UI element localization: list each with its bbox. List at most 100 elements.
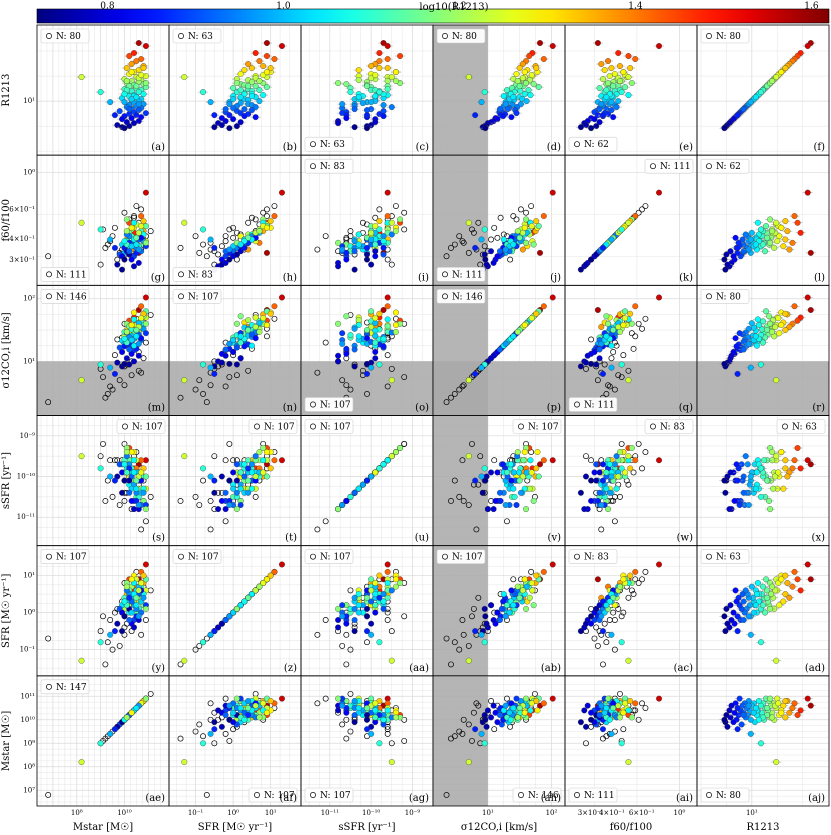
data-point (762, 248, 769, 255)
panel-tag: (ab) (541, 663, 561, 674)
data-point (233, 605, 240, 612)
data-point (502, 502, 509, 508)
data-point (478, 99, 485, 106)
data-point (757, 493, 764, 500)
data-point (628, 80, 635, 87)
legend-count: N: 107 (56, 553, 87, 563)
open-marker (469, 374, 475, 380)
data-point (605, 58, 612, 65)
data-point (494, 469, 501, 476)
panel-tag: (t) (285, 533, 297, 544)
open-marker (448, 497, 454, 504)
data-point (472, 112, 479, 119)
panel-frame (564, 545, 698, 677)
data-point (620, 576, 627, 583)
data-point (263, 69, 270, 76)
data-point (237, 87, 244, 94)
open-marker (359, 219, 366, 226)
data-point (368, 99, 375, 106)
data-point (380, 461, 387, 468)
legend-marker (706, 553, 712, 560)
data-point (804, 561, 811, 568)
data-point (526, 594, 533, 601)
data-point (782, 572, 789, 579)
data-point (526, 485, 533, 492)
open-marker (460, 239, 467, 246)
data-point (732, 587, 739, 594)
data-point (368, 631, 375, 638)
data-point (335, 239, 342, 246)
open-marker (639, 325, 645, 332)
data-point (628, 320, 635, 327)
data-point (502, 613, 509, 620)
data-point (119, 116, 126, 123)
data-point (133, 485, 140, 492)
data-point (278, 695, 285, 702)
data-point (237, 313, 244, 320)
open-marker (226, 737, 233, 744)
open-marker (245, 219, 252, 226)
panel-frame (300, 154, 434, 286)
data-point (782, 218, 789, 225)
data-point (200, 226, 207, 233)
open-marker (610, 349, 617, 355)
data-point (133, 241, 140, 248)
data-point (797, 465, 804, 472)
data-point (540, 56, 547, 63)
data-point (732, 234, 739, 241)
data-point (339, 613, 346, 620)
data-point (364, 335, 370, 342)
data-point (271, 56, 278, 63)
data-point (138, 303, 145, 310)
data-point (776, 233, 783, 240)
open-marker (339, 721, 346, 728)
open-marker (111, 457, 118, 464)
open-marker (222, 518, 229, 525)
open-marker (138, 369, 145, 376)
data-point (131, 457, 137, 464)
panel-m: N: 146 (m) (36, 284, 170, 416)
data-point (514, 328, 521, 335)
data-point (599, 598, 606, 605)
legend-box (40, 28, 90, 44)
open-marker (222, 383, 229, 390)
open-marker (384, 617, 391, 623)
panel-ac: N: 83 (ac) (564, 545, 698, 677)
data-point (500, 598, 507, 605)
data-point (740, 489, 747, 496)
data-point (627, 310, 634, 317)
data-point (767, 320, 774, 327)
data-point (351, 124, 358, 131)
data-point (608, 107, 615, 114)
data-point (335, 80, 342, 87)
open-marker (177, 497, 184, 504)
data-point (734, 613, 741, 620)
data-point (768, 591, 775, 598)
data-point (752, 485, 759, 492)
panel-tag: (l) (814, 272, 825, 283)
panel-o: N: 107 (o) (300, 284, 434, 416)
data-point (241, 244, 248, 251)
data-point (530, 241, 537, 248)
data-point (233, 344, 240, 351)
panel-ag: N: 107 (ag) (300, 675, 434, 807)
data-point (628, 445, 635, 451)
data-point (339, 330, 346, 337)
data-point (514, 228, 521, 235)
data-point (207, 730, 214, 737)
open-marker (121, 497, 128, 504)
data-point (577, 489, 584, 496)
data-point (392, 576, 399, 583)
data-point (596, 469, 603, 476)
data-point (618, 361, 625, 368)
data-point (364, 327, 370, 334)
data-point (764, 477, 771, 484)
data-point (364, 594, 370, 601)
data-point (549, 43, 556, 49)
open-marker (469, 613, 475, 620)
panel-t: N: 107 (t) (168, 415, 302, 547)
data-point (237, 355, 244, 362)
data-point (757, 89, 764, 96)
data-point (343, 345, 350, 352)
data-point (732, 335, 739, 342)
